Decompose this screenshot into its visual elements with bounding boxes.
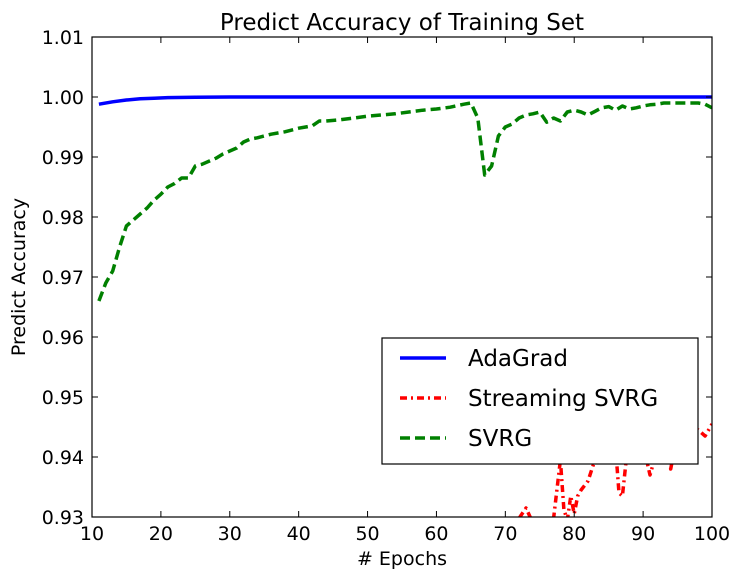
x-tick-label: 10 xyxy=(80,523,104,545)
y-tick-label: 0.96 xyxy=(42,327,84,349)
ticks-layer: 10 20 30 40 50 60 70 80 90 100 0.93 0.94 0.95 0.96 0.9… xyxy=(42,27,730,545)
x-tick-label: 40 xyxy=(287,523,311,545)
y-tick-label: 0.95 xyxy=(42,387,84,409)
x-tick-label: 30 xyxy=(218,523,242,545)
y-tick-label: 1.00 xyxy=(42,87,84,109)
y-tick-label: 0.97 xyxy=(42,267,84,289)
series-line-svrg xyxy=(97,101,712,302)
x-tick-label: 90 xyxy=(631,523,655,545)
y-axis-label: Predict Accuracy xyxy=(8,198,30,356)
x-tick-label: 100 xyxy=(694,523,730,545)
legend-label-adagrad: AdaGrad xyxy=(468,346,568,372)
x-tick-label: 50 xyxy=(355,523,379,545)
legend: AdaGrad Streaming SVRG SVRG xyxy=(381,337,699,465)
y-tick-label: 0.98 xyxy=(42,207,84,229)
x-axis-label: # Epochs xyxy=(357,548,447,570)
legend-label-svrg: SVRG xyxy=(468,426,532,452)
x-tick-label: 70 xyxy=(493,523,517,545)
y-tick-label: 1.01 xyxy=(42,27,84,49)
x-tick-label: 80 xyxy=(562,523,586,545)
chart-title: Predict Accuracy of Training Set xyxy=(220,10,584,36)
y-tick-label: 0.94 xyxy=(42,447,84,469)
legend-label-streaming-svrg: Streaming SVRG xyxy=(468,386,658,412)
series-line-adagrad xyxy=(98,95,712,106)
x-tick-label: 60 xyxy=(424,523,448,545)
x-tick-label: 20 xyxy=(149,523,173,545)
y-tick-label: 0.93 xyxy=(42,507,84,529)
y-tick-label: 0.99 xyxy=(42,147,84,169)
